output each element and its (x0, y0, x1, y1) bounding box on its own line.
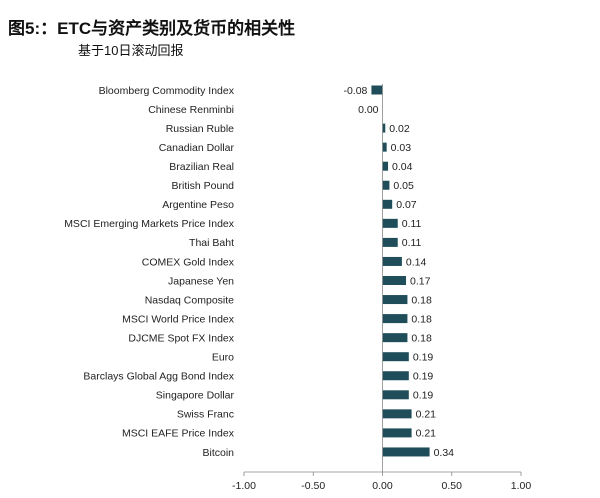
bar (382, 142, 387, 152)
bar (382, 161, 389, 171)
data-label: -0.08 (343, 85, 367, 97)
data-label: 0.21 (416, 428, 437, 440)
category-label: Barclays Global Agg Bond Index (83, 371, 234, 383)
data-label: 0.05 (393, 180, 414, 192)
bar (382, 352, 409, 362)
data-label: 0.34 (434, 447, 455, 459)
data-label: 0.02 (389, 123, 410, 135)
x-tick-label: -0.50 (301, 480, 325, 492)
category-label: Brazilian Real (169, 161, 234, 173)
bar (382, 199, 393, 209)
bar (382, 333, 408, 343)
bar (382, 256, 402, 266)
category-label: Swiss Franc (177, 409, 234, 421)
data-label: 0.07 (396, 199, 417, 211)
chart-subtitle: 基于10日滚动回报 (78, 43, 184, 58)
x-tick-label: 0.00 (372, 480, 393, 492)
data-label: 0.18 (411, 332, 432, 344)
bar (382, 276, 407, 285)
chart-title: 图5:：ETC与资产类别及货币的相关性 (8, 19, 296, 38)
data-label: 0.04 (392, 161, 413, 173)
bar (382, 295, 408, 305)
data-label: 0.03 (391, 142, 412, 154)
category-label: Euro (212, 352, 234, 364)
bar (382, 218, 398, 228)
data-label: 0.19 (413, 390, 434, 402)
category-label: MSCI World Price Index (122, 313, 235, 325)
x-tick-label: 0.50 (442, 480, 463, 492)
data-label: 0.00 (358, 104, 379, 116)
bar (382, 428, 412, 438)
bar (371, 85, 383, 95)
data-label: 0.11 (402, 218, 422, 230)
data-label: 0.14 (406, 256, 427, 268)
category-label: COMEX Gold Index (142, 256, 235, 268)
category-label: Chinese Renminbi (148, 104, 234, 116)
data-label: 0.17 (410, 275, 431, 287)
bar (382, 409, 412, 419)
category-label: Bloomberg Commodity Index (99, 85, 235, 97)
data-label: 0.18 (411, 313, 432, 325)
bar (382, 237, 398, 247)
data-label: 0.21 (416, 409, 437, 421)
bar (382, 180, 390, 190)
bar (382, 123, 386, 133)
category-label: Russian Ruble (166, 123, 234, 135)
bar (382, 371, 409, 381)
data-label: 0.19 (413, 352, 434, 364)
category-label: MSCI Emerging Markets Price Index (64, 218, 235, 230)
bar (382, 314, 408, 324)
category-label: Japanese Yen (168, 275, 234, 287)
category-label: Nasdaq Composite (145, 294, 234, 306)
data-label: 0.18 (411, 294, 432, 306)
bar (382, 447, 430, 457)
category-label: MSCI EAFE Price Index (122, 428, 235, 440)
x-tick-label: 1.00 (511, 480, 532, 492)
category-label: DJCME Spot FX Index (128, 332, 234, 344)
data-label: 0.11 (402, 237, 422, 249)
category-label: Canadian Dollar (159, 142, 235, 154)
x-tick-label: -1.00 (232, 480, 256, 492)
category-label: Bitcoin (202, 447, 234, 459)
category-label: Thai Baht (189, 237, 234, 249)
data-label: 0.19 (413, 371, 434, 383)
category-label: Argentine Peso (162, 199, 234, 211)
bar (382, 390, 409, 400)
category-label: Singapore Dollar (156, 390, 235, 402)
category-label: British Pound (172, 180, 235, 192)
